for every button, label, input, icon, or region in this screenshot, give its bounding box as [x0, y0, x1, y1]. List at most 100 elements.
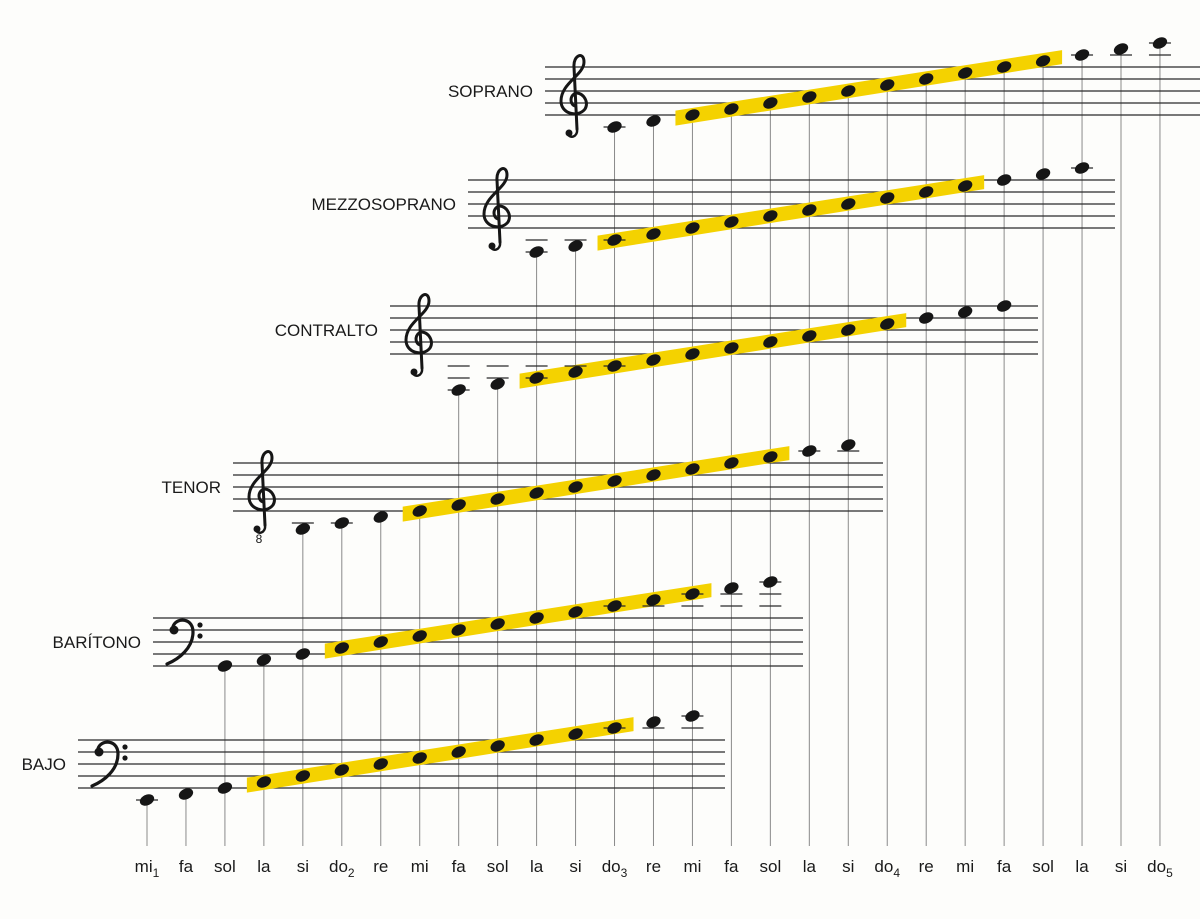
note-head	[685, 109, 700, 121]
note-head	[646, 594, 661, 606]
bass-clef-icon	[90, 740, 128, 788]
octave-mark: 8	[256, 532, 263, 546]
note-head	[373, 511, 388, 523]
note-label: si	[297, 857, 309, 876]
note-label: si	[842, 857, 854, 876]
note-head	[334, 642, 349, 654]
staff-bartono: BARÍTONO	[53, 576, 803, 672]
note-head	[607, 600, 622, 612]
note-head	[958, 180, 973, 192]
note-head	[958, 306, 973, 318]
note-head	[412, 505, 427, 517]
note-head	[529, 372, 544, 384]
note-label: do4	[874, 857, 900, 880]
note-head	[412, 752, 427, 764]
note-head	[568, 240, 583, 252]
note-head	[607, 360, 622, 372]
note-head	[763, 97, 778, 109]
note-head	[685, 222, 700, 234]
staff-soprano: SOPRANO	[448, 37, 1200, 138]
note-label: sol	[759, 857, 781, 876]
note-label: mi	[411, 857, 429, 876]
note-head	[841, 439, 856, 451]
note-head	[685, 710, 700, 722]
note-head	[295, 648, 310, 660]
note-head	[568, 366, 583, 378]
note-head	[139, 794, 155, 806]
staff-contralto: CONTRALTO	[275, 293, 1038, 396]
note-head	[373, 758, 388, 770]
voice-label: MEZZOSOPRANO	[311, 195, 456, 214]
note-head	[295, 523, 310, 535]
note-head	[529, 246, 544, 258]
staff-mezzosoprano: MEZZOSOPRANO	[311, 162, 1115, 258]
note-head	[802, 445, 817, 457]
note-label: si	[1115, 857, 1127, 876]
note-label: do5	[1147, 857, 1173, 880]
note-head	[763, 451, 778, 463]
note-label: re	[373, 857, 388, 876]
note-head	[919, 312, 934, 324]
note-head	[646, 354, 661, 366]
note-label: la	[530, 857, 544, 876]
note-head	[996, 61, 1012, 73]
note-head	[880, 79, 895, 91]
note-head	[490, 740, 505, 752]
note-head	[334, 517, 349, 529]
note-head	[646, 228, 661, 240]
note-head	[802, 204, 817, 216]
note-label: la	[257, 857, 271, 876]
note-head	[996, 174, 1012, 186]
note-head	[763, 576, 778, 588]
note-head	[529, 612, 544, 624]
note-head	[919, 186, 934, 198]
staves: SOPRANO MEZZOSOPRANO CONTRALTO TENOR 8 BARÍTO…	[22, 37, 1200, 806]
voice-label: SOPRANO	[448, 82, 533, 101]
note-head	[568, 481, 583, 493]
note-head	[802, 91, 817, 103]
voice-label: BARÍTONO	[53, 633, 141, 652]
note-head	[1074, 49, 1090, 61]
note-head	[685, 588, 700, 600]
note-label: sol	[487, 857, 509, 876]
note-label: sol	[1032, 857, 1054, 876]
note-head	[724, 342, 739, 354]
treble-clef-icon	[404, 293, 433, 377]
note-label: re	[919, 857, 934, 876]
note-label: fa	[997, 857, 1012, 876]
note-head	[295, 770, 310, 782]
staff-bajo: BAJO	[22, 710, 725, 806]
note-head	[412, 630, 427, 642]
note-head	[373, 636, 388, 648]
note-head	[880, 192, 895, 204]
note-label: sol	[214, 857, 236, 876]
note-head	[451, 746, 466, 758]
note-head	[1035, 168, 1051, 180]
note-head	[646, 115, 661, 127]
note-head	[451, 499, 466, 511]
note-head	[1074, 162, 1090, 174]
note-head	[334, 764, 349, 776]
note-head	[841, 324, 856, 336]
note-head	[256, 776, 272, 788]
note-head	[724, 582, 739, 594]
note-head	[607, 121, 622, 133]
note-label: fa	[179, 857, 194, 876]
note-head	[996, 300, 1012, 312]
note-head	[490, 378, 505, 390]
note-head	[763, 210, 778, 222]
note-labels: mi1 fa sol la si do2 re mi fa sol la si do3 re mi fa sol…	[135, 857, 1173, 880]
note-head	[529, 734, 544, 746]
voice-label: CONTRALTO	[275, 321, 378, 340]
note-head	[958, 67, 973, 79]
note-head	[1035, 55, 1051, 67]
note-label: mi	[683, 857, 701, 876]
note-head	[217, 660, 233, 672]
note-head	[451, 624, 466, 636]
note-head	[646, 716, 661, 728]
note-head	[1152, 37, 1168, 49]
note-head	[217, 782, 233, 794]
bass-clef-icon	[165, 618, 203, 666]
note-label: la	[803, 857, 817, 876]
